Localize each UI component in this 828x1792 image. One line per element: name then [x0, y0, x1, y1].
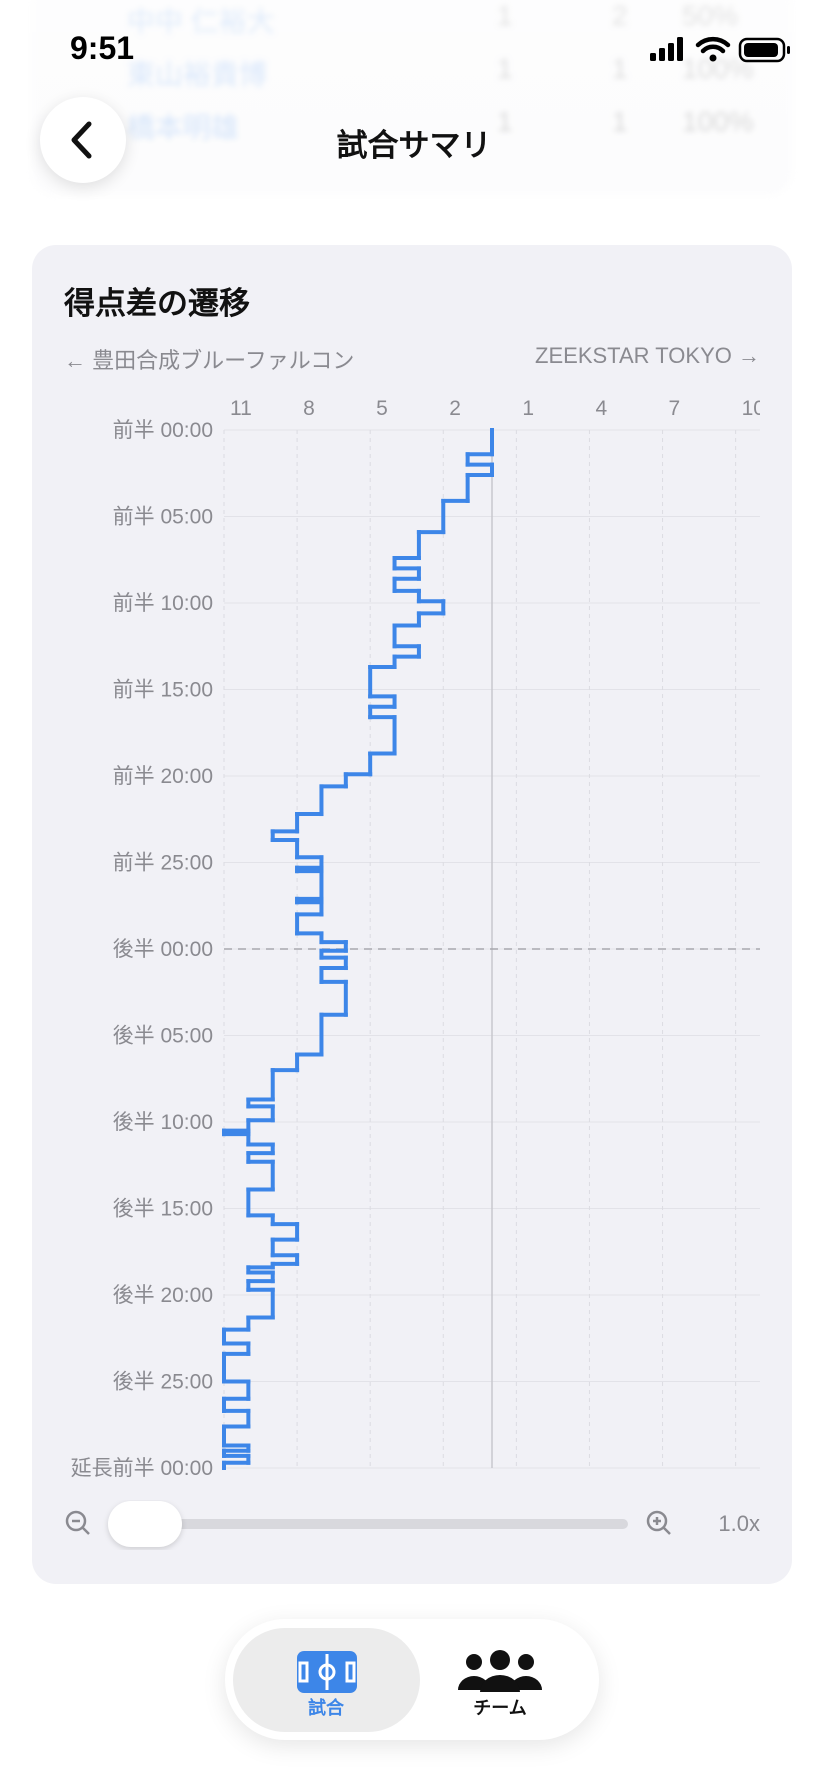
wifi-icon	[695, 36, 731, 54]
match-tab-icon[interactable]	[296, 1650, 358, 1694]
diff-tick-label: 5	[376, 397, 388, 420]
team-tab-icon[interactable]	[456, 1650, 544, 1694]
zoom-out-button[interactable]	[65, 1510, 90, 1535]
slider-thumb[interactable]	[108, 1501, 182, 1547]
left-team-label: ← 豊田合成ブルーファルコン	[64, 348, 355, 373]
diff-tick-label: 7	[669, 397, 681, 420]
zoom-level: 1.0x	[718, 1511, 760, 1536]
header-fade	[0, 0, 828, 230]
battery-level	[744, 43, 778, 57]
signal-bar	[650, 53, 656, 61]
battery-cap	[787, 46, 790, 54]
back-button[interactable]	[40, 97, 126, 183]
time-tick-label: 後半 25:00	[113, 1371, 213, 1394]
time-tick-label: 後半 15:00	[113, 1198, 213, 1221]
score-diff-chart: 前半 00:00 前半 05:00 前半 10:00 前半 15:00 前半 20:00…	[71, 397, 765, 1480]
time-tick-label: 延長前半 00:00	[71, 1457, 213, 1480]
diff-tick-label: 1	[522, 397, 534, 420]
time-tick-label: 後半 20:00	[113, 1284, 213, 1307]
back-icon	[71, 121, 92, 159]
time-tick-label: 前半 05:00	[113, 506, 213, 529]
slider-track	[114, 1519, 628, 1529]
time-tick-label: 前半 10:00	[113, 592, 213, 615]
zoom-controls	[65, 1501, 671, 1547]
zoom-in-button[interactable]	[646, 1510, 671, 1535]
diff-tick-label: 2	[449, 397, 461, 420]
time-tick-label: 前半 25:00	[113, 852, 213, 875]
page-title: 試合サマリ	[336, 128, 492, 163]
signal-bar	[668, 43, 674, 61]
status-icons	[650, 36, 790, 63]
diff-tick-label: 4	[595, 397, 607, 420]
battery-outline	[738, 37, 786, 63]
time-tick-label: 後半 10:00	[113, 1111, 213, 1134]
diff-tick-label: 8	[303, 397, 315, 420]
right-team-label: ZEEKSTAR TOKYO →	[535, 343, 760, 368]
signal-bar	[677, 37, 683, 61]
time-tick-label: 前半 00:00	[113, 419, 213, 442]
time-tick-label: 前半 15:00	[113, 679, 213, 702]
card-title: 得点差の遷移	[64, 286, 250, 321]
time-tick-label: 後半 00:00	[113, 938, 213, 961]
time-tick-label: 前半 20:00	[113, 765, 213, 788]
chart-card	[32, 245, 792, 1584]
wifi-dot	[709, 54, 717, 62]
tab-label[interactable]: 試合	[308, 1698, 344, 1718]
tab-label[interactable]: チーム	[473, 1698, 527, 1718]
signal-bar	[659, 48, 665, 61]
status-time: 9:51	[70, 30, 135, 66]
diff-tick-label: 10	[742, 397, 765, 420]
diff-tick-label: 11	[230, 397, 252, 420]
time-tick-label: 後半 05:00	[113, 1025, 213, 1048]
